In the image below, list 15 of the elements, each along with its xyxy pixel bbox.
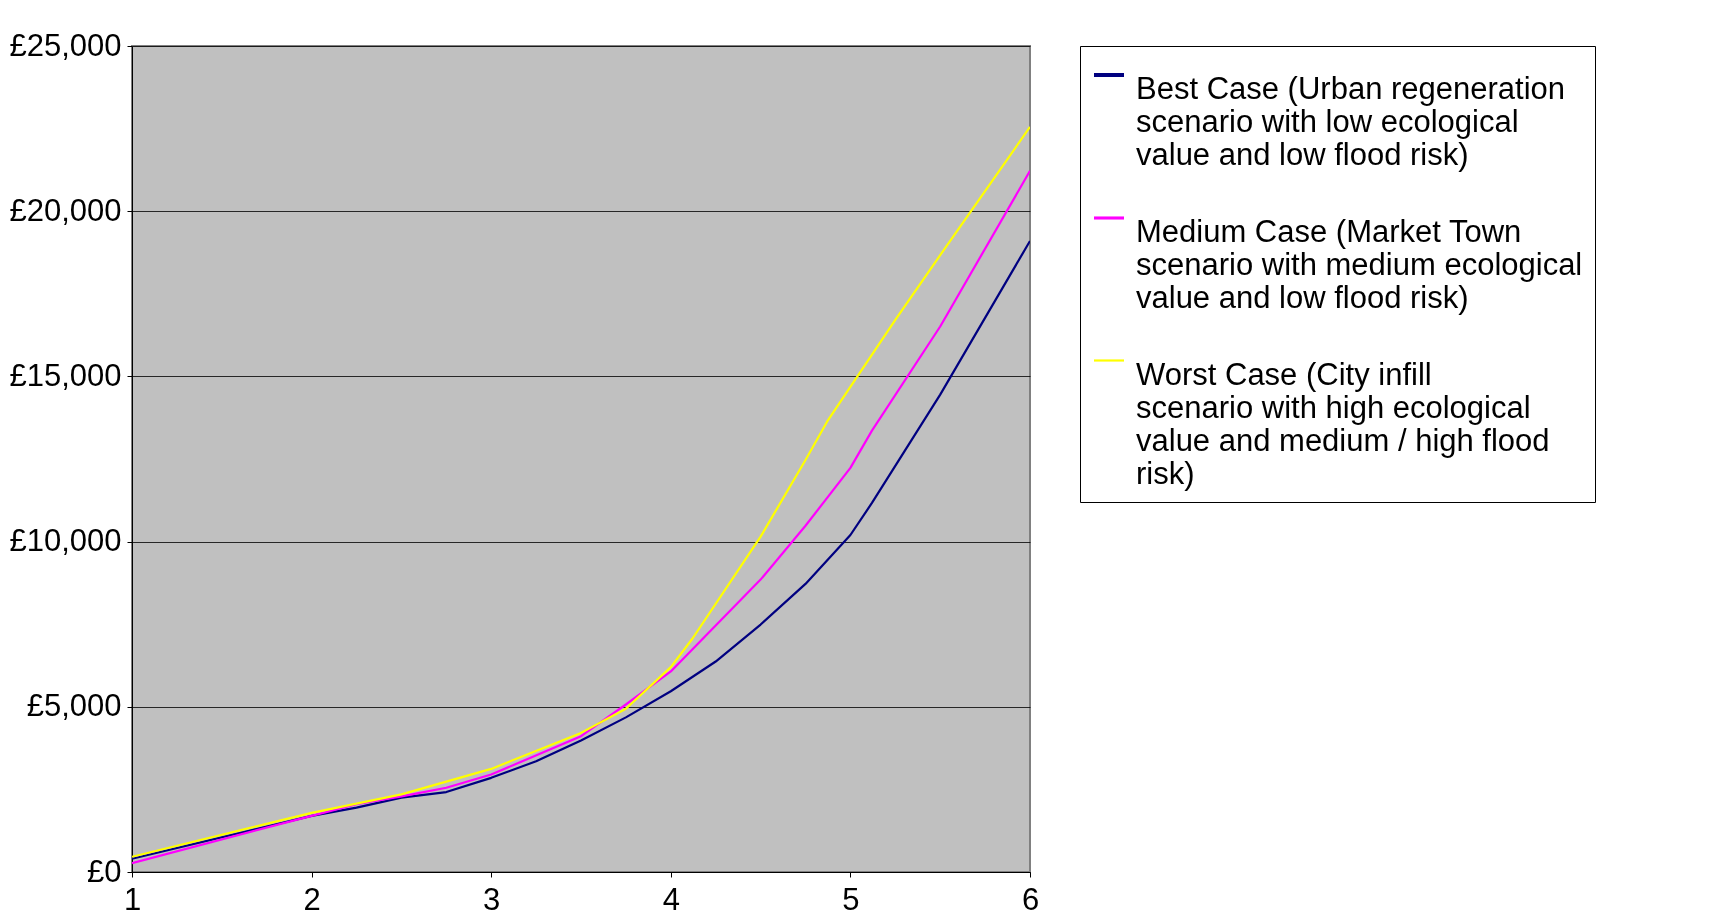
legend-label: Best Case (Urban regeneration scenario with low ecological value and low flood risk) xyxy=(1136,71,1566,172)
x-tick-label: 4 xyxy=(662,881,680,917)
y-tick-label: £25,000 xyxy=(9,27,122,63)
y-tick-label: £0 xyxy=(87,853,122,889)
y-tick-label: £10,000 xyxy=(9,523,122,559)
x-tick-label: 6 xyxy=(1021,881,1040,917)
x-tick-label: 1 xyxy=(123,881,142,917)
x-tick-label: 2 xyxy=(303,881,321,917)
y-tick-label: £15,000 xyxy=(9,357,122,393)
legend-label: Worst Case (City infill scenario with high ecological value and medium / high flood risk) xyxy=(1136,356,1550,491)
x-tick-label: 5 xyxy=(842,881,860,917)
y-tick-label: £5,000 xyxy=(26,688,122,724)
x-tick-label: 3 xyxy=(483,881,501,917)
y-tick-label: £20,000 xyxy=(9,192,122,228)
legend-label: Medium Case (Market Town scenario with medium ecological value and low flood risk) xyxy=(1136,214,1583,315)
